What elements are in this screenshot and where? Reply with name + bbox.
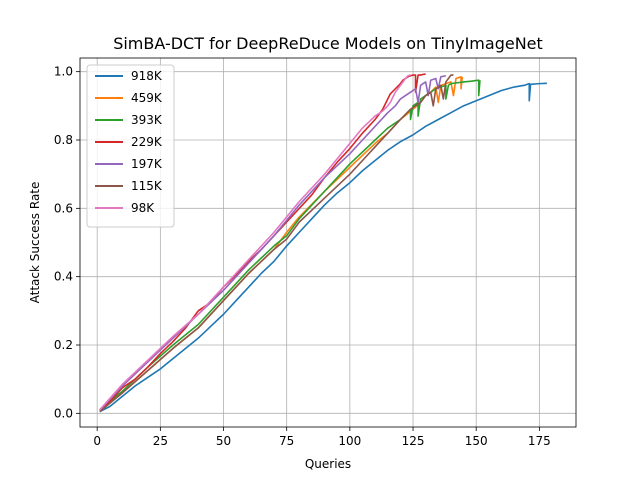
series-line-229k [99,73,426,411]
x-tick-label: 175 [528,434,551,448]
x-tick-label: 125 [402,434,425,448]
series-line-197k [99,74,447,411]
y-tick-label: 1.0 [54,65,73,79]
legend-label-393k: 393K [131,113,163,127]
legend-label-918k: 918K [131,69,163,83]
y-tick-label: 0.4 [54,270,73,284]
x-tick-label: 50 [216,434,231,448]
plot-frame [79,57,577,428]
x-tick-label: 150 [465,434,488,448]
x-tick-label: 0 [93,434,101,448]
legend-label-197k: 197K [131,157,163,171]
y-axis-label: Attack Success Rate [28,182,42,304]
y-tick-label: 0.2 [54,338,73,352]
y-tick-label: 0.0 [54,406,73,420]
chart-title: SimBA-DCT for DeepReDuce Models on TinyI… [113,34,543,53]
axis-ticks: 0 25 50 75 100 125 150 175 0.0 0.2 0.4 0.6 0.8 1.0 [54,65,551,448]
x-axis-label: Queries [305,457,351,471]
x-tick-label: 75 [279,434,294,448]
series-line-98k [99,74,411,411]
legend-label-229k: 229K [131,135,163,149]
y-tick-label: 0.8 [54,133,73,147]
legend-label-459k: 459K [131,91,163,105]
legend: 918K 459K 393K 229K 197K 115K 98K [86,64,175,228]
legend-label-115k: 115K [131,179,163,193]
series-line-115k [99,74,454,413]
x-tick-label: 100 [338,434,361,448]
series-line-393k [99,79,481,411]
x-tick-label: 25 [153,434,168,448]
series-lines [99,73,547,413]
legend-label-98k: 98K [131,201,155,215]
y-tick-label: 0.6 [54,201,73,215]
series-line-918k [99,82,547,413]
